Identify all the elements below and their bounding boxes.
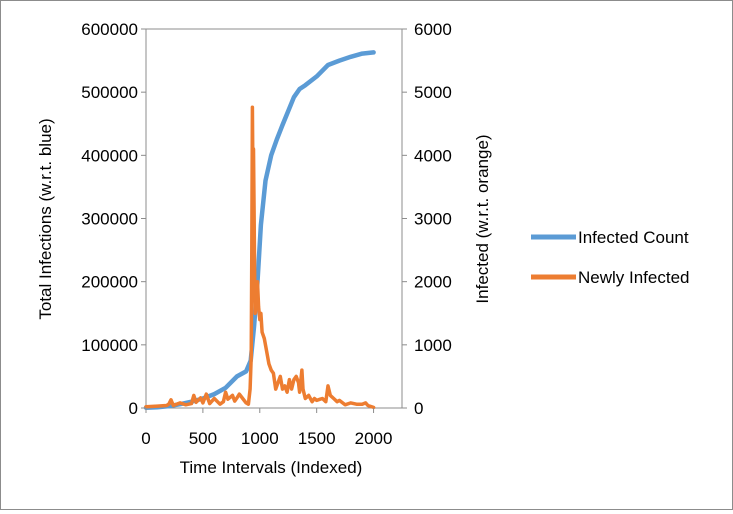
y-right-tick-label: 6000: [414, 20, 452, 39]
series-layer: [143, 50, 376, 410]
x-tick-label: 500: [189, 429, 217, 448]
x-tick-label: 1000: [241, 429, 279, 448]
y-right-tick-label: 3000: [414, 210, 452, 229]
axis-layer: 0 500 1000 1500 2000010000020000030000040000…: [81, 20, 452, 448]
legend: Infected Count Newly Infected: [531, 228, 690, 287]
y-right-tick-label: 4000: [414, 146, 452, 165]
y-right-tick-label: 5000: [414, 83, 452, 102]
legend-label-infected-count: Infected Count: [578, 228, 689, 247]
x-tick-label: 0: [141, 429, 150, 448]
y-left-tick-label: 400000: [81, 146, 138, 165]
y-right-tick-label: 0: [414, 399, 423, 418]
y-left-tick-label: 100000: [81, 336, 138, 355]
x-tick-label: 1500: [298, 429, 336, 448]
x-axis-label: Time Intervals (Indexed): [180, 458, 363, 477]
x-tick-label: 2000: [355, 429, 393, 448]
y-left-tick-label: 300000: [81, 210, 138, 229]
plot-area: [145, 28, 403, 409]
y-right-tick-label: 2000: [414, 273, 452, 292]
plot-border: [145, 28, 403, 409]
y-left-tick-label: 200000: [81, 273, 138, 292]
y-axis-left-label: Total Infections (w.r.t. blue): [36, 118, 55, 319]
y-right-tick-label: 1000: [414, 336, 452, 355]
y-left-tick-label: 600000: [81, 20, 138, 39]
legend-label-newly-infected: Newly Infected: [578, 268, 690, 287]
series-line-newly-infected: [144, 105, 376, 410]
y-axis-right-label: Infected (w.r.t. orange): [473, 134, 492, 303]
y-left-tick-label: 500000: [81, 83, 138, 102]
y-left-tick-label: 0: [129, 399, 138, 418]
